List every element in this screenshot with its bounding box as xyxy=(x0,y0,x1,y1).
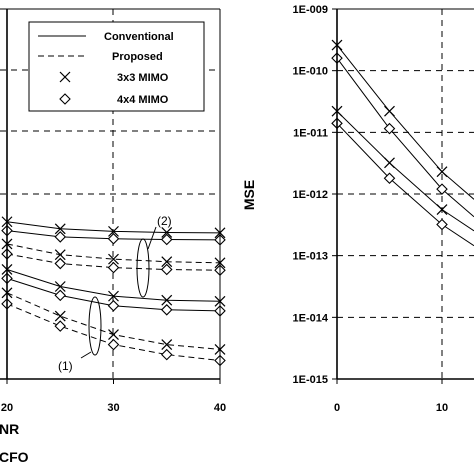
right-series-line-0 xyxy=(336,44,474,200)
legend-box xyxy=(28,21,205,112)
right-y-tick-label: 1E-010 xyxy=(293,66,328,78)
left-panel: 20 30 40 NR CFO (2) (1) Conventional Propo… xyxy=(0,8,226,465)
left-x-axis-label-secondary: CFO xyxy=(0,449,29,465)
right-series-line-2 xyxy=(336,110,474,232)
left-series-1-point xyxy=(107,232,120,245)
left-series-3-point xyxy=(107,261,120,274)
left-series-2-point xyxy=(54,249,66,261)
left-series-6-point xyxy=(54,310,66,322)
right-series-line-1 xyxy=(336,57,474,218)
left-series-5-point xyxy=(160,304,173,316)
right-y-axis-label: MSE xyxy=(241,180,257,210)
left-series-6-point xyxy=(161,339,173,351)
right-x-tick-label: 0 xyxy=(334,402,340,414)
right-y-tick-label: 1E-012 xyxy=(293,189,328,201)
right-series-2-point xyxy=(384,157,395,169)
right-series-1-point xyxy=(383,122,396,135)
legend-label-3x3: 3x3 MIMO xyxy=(117,72,169,84)
left-x-tick-label: 20 xyxy=(1,402,13,414)
left-series-0-point xyxy=(108,225,119,237)
left-series-7-point xyxy=(107,338,120,351)
right-series-1-point xyxy=(436,183,448,195)
annotation-group-1: (1) xyxy=(58,296,102,373)
right-y-tick-label: 1E-015 xyxy=(293,374,328,386)
annotation-label-1: (1) xyxy=(58,359,73,373)
annotation-ellipse-2 xyxy=(136,238,150,298)
annotation-leader-2 xyxy=(147,226,157,250)
legend-label-conventional: Conventional xyxy=(104,31,174,43)
left-x-tick-label: 40 xyxy=(214,402,226,414)
left-series-0-point xyxy=(54,223,66,235)
left-series-7-point xyxy=(160,348,173,361)
legend-x-marker xyxy=(59,71,71,83)
right-series-2-point xyxy=(436,204,448,215)
right-series-0-point xyxy=(436,166,448,178)
left-series-3-point xyxy=(160,263,173,276)
annotation-ellipse-1 xyxy=(88,296,102,356)
right-series-3-point xyxy=(383,172,396,185)
right-series-line-3 xyxy=(336,122,474,247)
left-series-2-point xyxy=(161,256,173,268)
legend-diamond-marker xyxy=(59,93,71,105)
right-y-tick-label: 1E-011 xyxy=(293,127,328,139)
left-x-tick-labels: 20 30 40 xyxy=(1,379,226,414)
right-series-0-point xyxy=(384,105,395,117)
right-y-tick-label: 1E-009 xyxy=(293,4,328,16)
right-y-tick-label: 1E-014 xyxy=(293,312,329,324)
left-series-6-point xyxy=(108,329,119,341)
left-axes xyxy=(0,8,221,380)
left-series-2-point xyxy=(108,253,119,265)
left-series-4-point xyxy=(54,281,66,292)
right-x-tick-labels: 0 10 xyxy=(334,379,448,414)
right-gridlines xyxy=(337,9,474,379)
right-x-tick-label: 10 xyxy=(436,402,448,414)
legend: Conventional Proposed 3x3 MIMO 4x4 MIMO xyxy=(28,21,205,112)
left-series-1-point xyxy=(54,231,67,243)
left-series-5-point xyxy=(54,289,67,302)
left-series-layer xyxy=(1,216,226,367)
left-series-1-point xyxy=(160,233,173,246)
left-series-3-point xyxy=(54,257,67,270)
left-series-4-point xyxy=(161,294,173,306)
right-y-tick-labels: 1E-009 1E-010 1E-011 1E-012 1E-013 1E-014 1E-0… xyxy=(293,4,337,386)
left-series-5-point xyxy=(107,299,120,312)
left-x-tick-label: 30 xyxy=(107,402,119,414)
left-series-0-point xyxy=(161,227,173,238)
left-series-7-point xyxy=(54,320,67,332)
right-y-tick-label: 1E-013 xyxy=(293,251,328,263)
left-x-axis-label: NR xyxy=(0,421,19,437)
left-series-4-point xyxy=(108,290,119,302)
annotation-label-2: (2) xyxy=(157,214,172,228)
right-panel: 1E-009 1E-010 1E-011 1E-012 1E-013 1E-014 1E-0… xyxy=(241,4,474,414)
right-series-3-point xyxy=(436,218,448,231)
legend-label-proposed: Proposed xyxy=(112,51,163,63)
legend-label-4x4: 4x4 MIMO xyxy=(117,94,169,106)
right-series-layer xyxy=(331,39,474,247)
annotation-group-2: (2) xyxy=(136,214,172,298)
annotation-leader-1 xyxy=(80,351,92,359)
